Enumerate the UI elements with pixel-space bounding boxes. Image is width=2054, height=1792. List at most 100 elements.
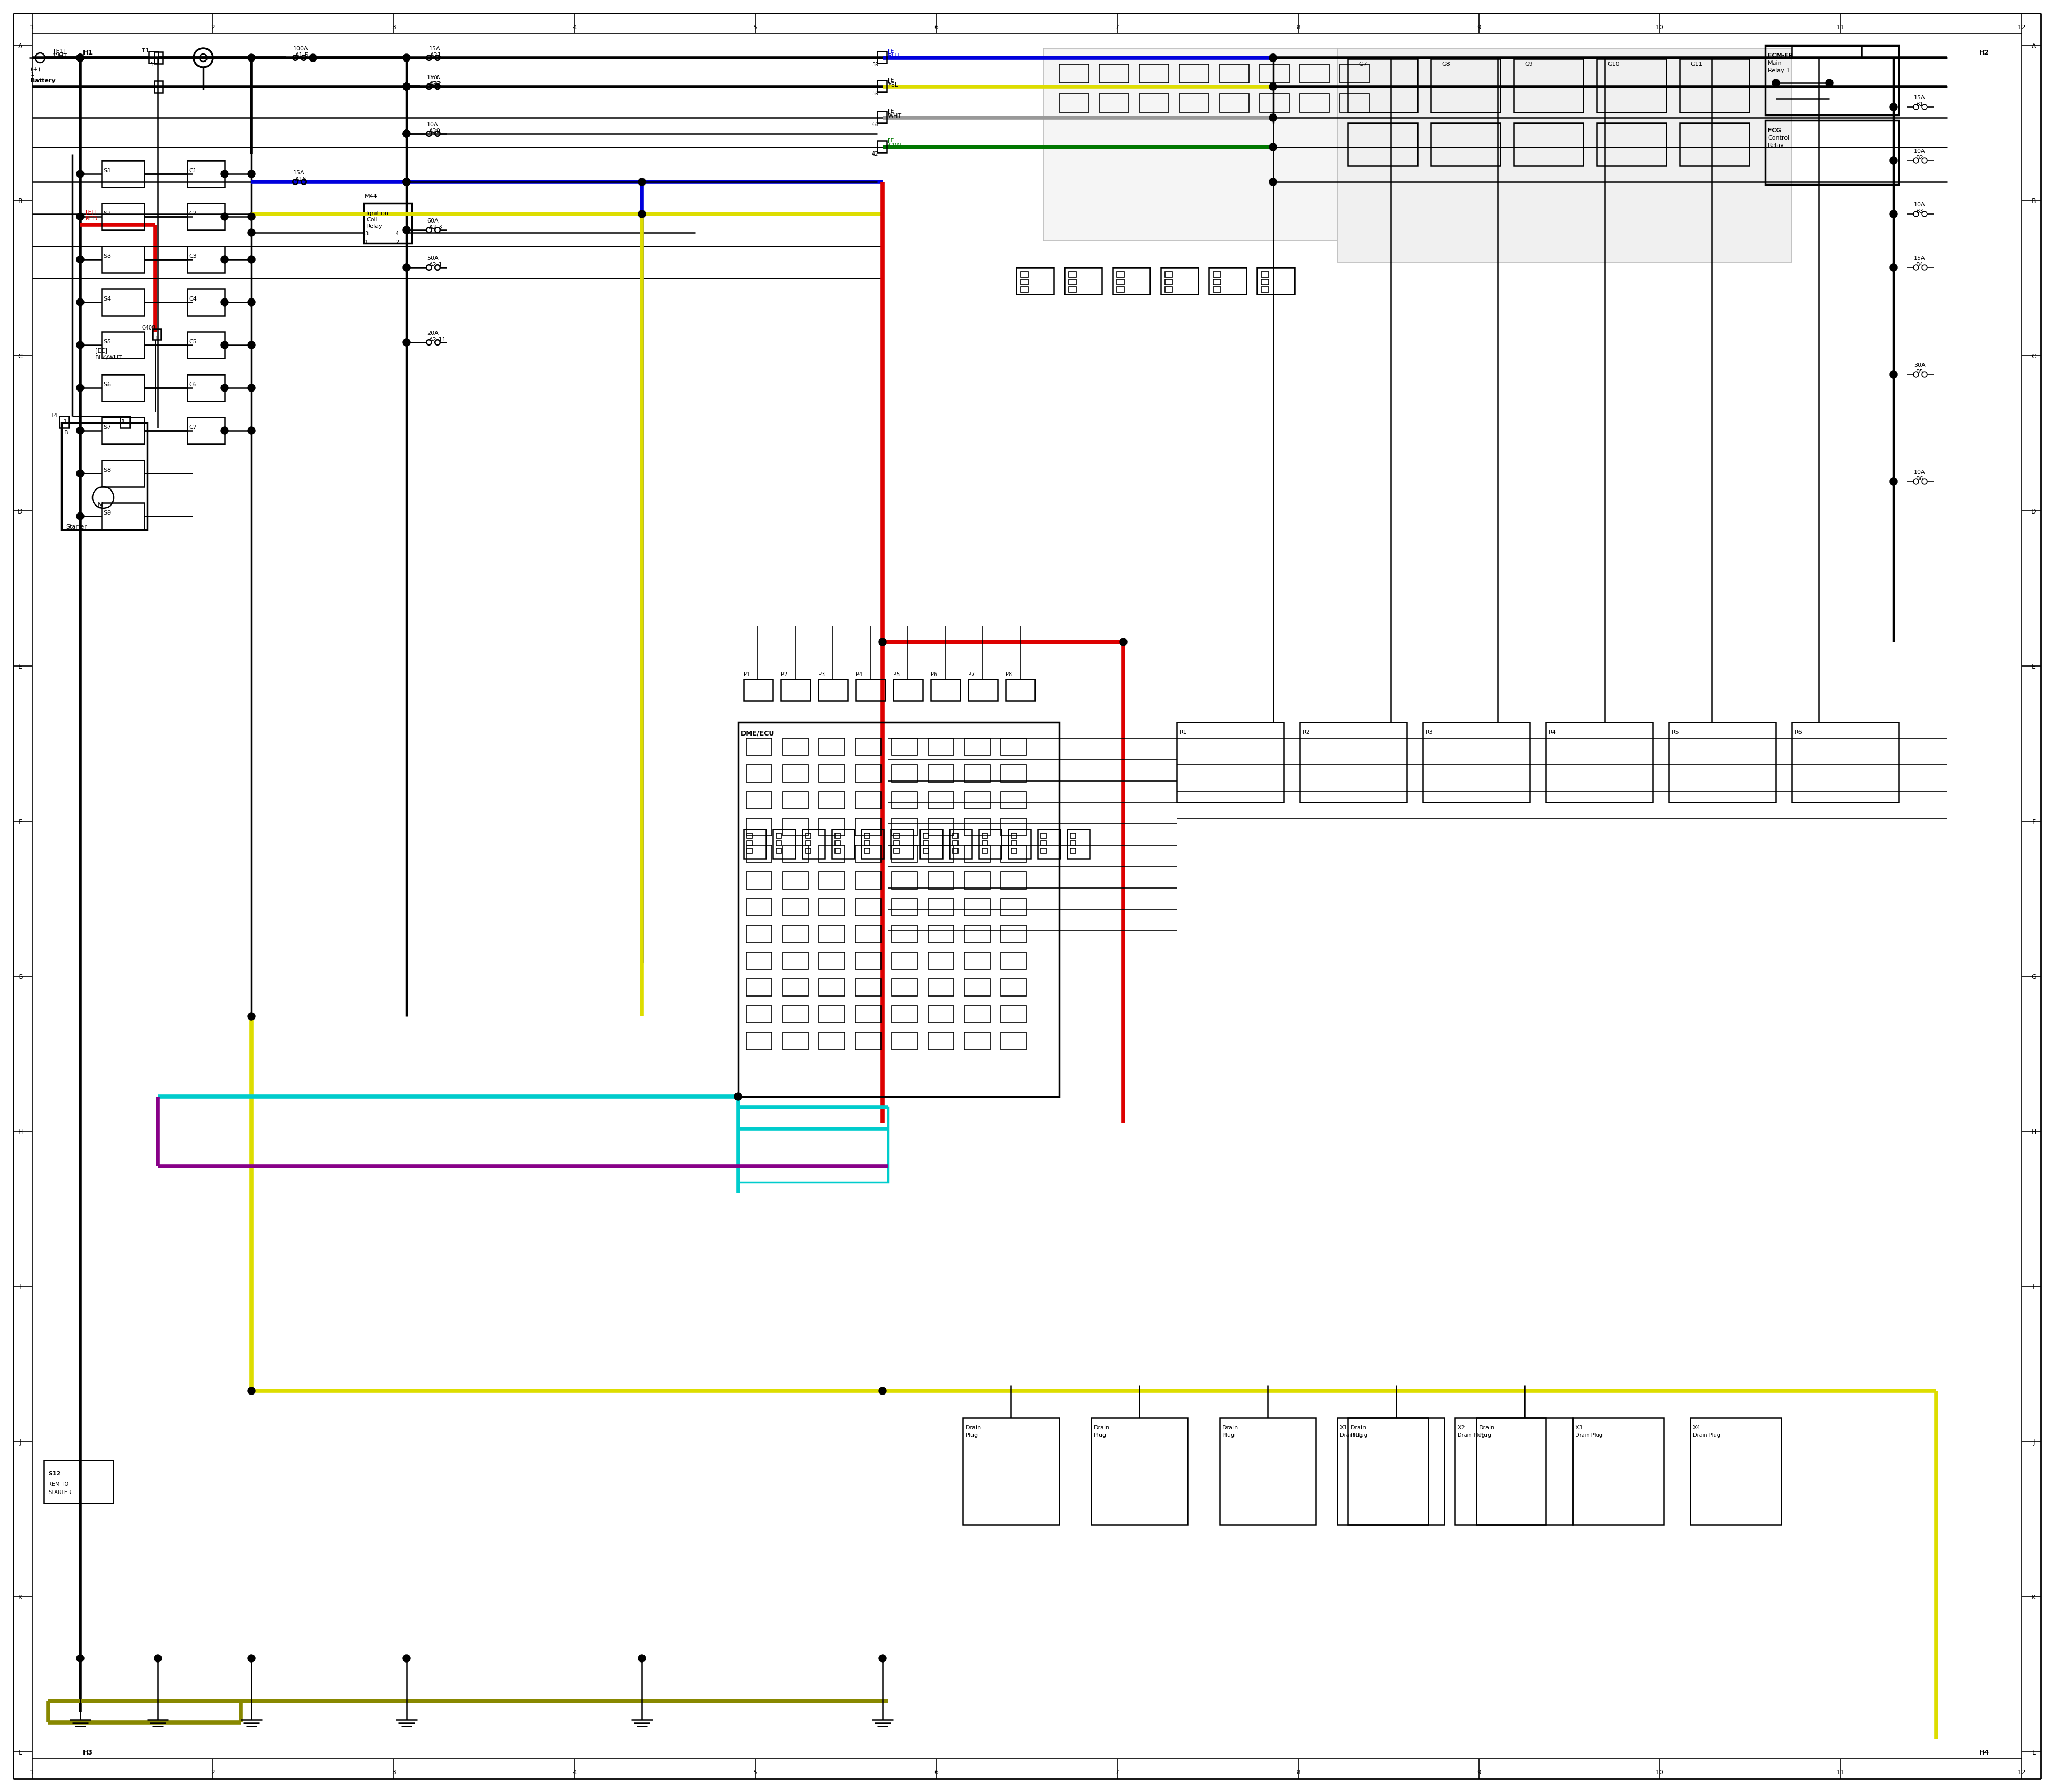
Text: P4: P4 bbox=[857, 672, 863, 677]
Bar bbox=[1454, 1417, 1547, 1525]
Circle shape bbox=[1890, 478, 1898, 486]
Bar bbox=[928, 846, 953, 862]
Circle shape bbox=[76, 54, 84, 61]
Bar bbox=[965, 1005, 990, 1023]
Text: 9: 9 bbox=[1477, 1769, 1481, 1776]
Circle shape bbox=[76, 513, 84, 520]
Bar bbox=[187, 246, 224, 272]
Bar bbox=[893, 833, 900, 839]
Bar bbox=[1165, 272, 1173, 278]
Text: G7: G7 bbox=[1358, 61, 1368, 66]
Bar bbox=[748, 833, 752, 839]
Text: M44: M44 bbox=[366, 194, 378, 199]
Bar bbox=[737, 722, 1060, 1097]
Bar bbox=[1337, 1417, 1428, 1525]
Text: 15A: 15A bbox=[294, 170, 304, 176]
Bar bbox=[928, 952, 953, 969]
Text: S12: S12 bbox=[47, 1471, 62, 1477]
Bar bbox=[922, 833, 928, 839]
Bar bbox=[928, 738, 953, 754]
Text: 20A: 20A bbox=[427, 330, 438, 335]
Bar bbox=[746, 898, 772, 916]
Text: X4: X4 bbox=[1692, 1425, 1701, 1430]
Text: FCG: FCG bbox=[1768, 127, 1781, 133]
Text: [E: [E bbox=[887, 108, 893, 113]
Bar bbox=[877, 52, 887, 63]
Bar bbox=[820, 738, 844, 754]
Bar bbox=[820, 898, 844, 916]
Bar bbox=[1214, 280, 1220, 285]
Bar bbox=[746, 846, 772, 862]
Text: T1: T1 bbox=[142, 48, 150, 54]
Bar bbox=[820, 925, 844, 943]
Bar bbox=[1140, 65, 1169, 82]
Bar bbox=[805, 848, 811, 853]
Bar bbox=[965, 846, 990, 862]
Bar bbox=[1261, 287, 1269, 292]
Circle shape bbox=[249, 256, 255, 263]
Bar bbox=[928, 765, 953, 781]
Bar bbox=[965, 925, 990, 943]
Bar bbox=[737, 1107, 887, 1183]
Circle shape bbox=[249, 1012, 255, 1020]
Bar bbox=[953, 833, 957, 839]
Text: X3: X3 bbox=[1575, 1425, 1584, 1430]
Bar bbox=[1041, 833, 1045, 839]
Text: R6: R6 bbox=[1795, 729, 1803, 735]
Text: 2: 2 bbox=[212, 23, 216, 30]
Bar bbox=[1117, 287, 1124, 292]
Bar bbox=[783, 792, 807, 808]
Bar bbox=[1668, 722, 1777, 803]
Text: Starter: Starter bbox=[66, 525, 86, 530]
Text: R3: R3 bbox=[1425, 729, 1434, 735]
Text: D: D bbox=[2031, 509, 2036, 514]
Text: 59: 59 bbox=[871, 63, 879, 68]
Text: (+): (+) bbox=[31, 66, 41, 72]
Bar bbox=[854, 846, 881, 862]
Text: C4: C4 bbox=[189, 296, 197, 301]
Bar bbox=[187, 202, 224, 229]
Bar bbox=[1000, 1032, 1027, 1050]
Text: M: M bbox=[99, 502, 103, 509]
Circle shape bbox=[249, 54, 255, 61]
Bar bbox=[1064, 267, 1101, 294]
Bar bbox=[154, 52, 162, 65]
Text: [E: [E bbox=[887, 48, 893, 54]
Text: Coil: Coil bbox=[366, 217, 378, 222]
Bar bbox=[746, 819, 772, 835]
Text: S3: S3 bbox=[103, 253, 111, 258]
Text: Drain: Drain bbox=[1095, 1425, 1109, 1430]
Bar bbox=[1764, 45, 1898, 115]
Text: 15A: 15A bbox=[1914, 95, 1925, 100]
Circle shape bbox=[403, 177, 411, 186]
Text: [E: [E bbox=[887, 77, 893, 82]
Text: P8: P8 bbox=[1006, 672, 1013, 677]
Circle shape bbox=[403, 263, 411, 271]
Bar bbox=[187, 161, 224, 186]
Bar bbox=[1068, 280, 1076, 285]
Text: A22: A22 bbox=[429, 81, 442, 86]
Text: Plug: Plug bbox=[1095, 1432, 1107, 1437]
Bar bbox=[1347, 59, 1417, 113]
Bar bbox=[965, 978, 990, 996]
Bar bbox=[101, 504, 144, 530]
Bar bbox=[967, 679, 998, 701]
Bar bbox=[930, 679, 959, 701]
Text: 2: 2 bbox=[212, 1769, 216, 1776]
Bar bbox=[1037, 830, 1060, 858]
Bar bbox=[891, 898, 918, 916]
Text: Plug: Plug bbox=[965, 1432, 978, 1437]
Text: G8: G8 bbox=[1442, 61, 1450, 66]
Bar bbox=[1596, 59, 1666, 113]
Circle shape bbox=[222, 340, 228, 349]
Text: 100A: 100A bbox=[294, 47, 308, 52]
Bar bbox=[1068, 287, 1076, 292]
Bar bbox=[893, 679, 922, 701]
Text: Plug: Plug bbox=[1479, 1432, 1491, 1437]
Circle shape bbox=[1269, 143, 1278, 151]
Bar bbox=[748, 848, 752, 853]
Text: B4: B4 bbox=[1916, 262, 1925, 267]
Bar bbox=[891, 792, 918, 808]
Circle shape bbox=[76, 299, 84, 306]
Bar bbox=[1000, 819, 1027, 835]
